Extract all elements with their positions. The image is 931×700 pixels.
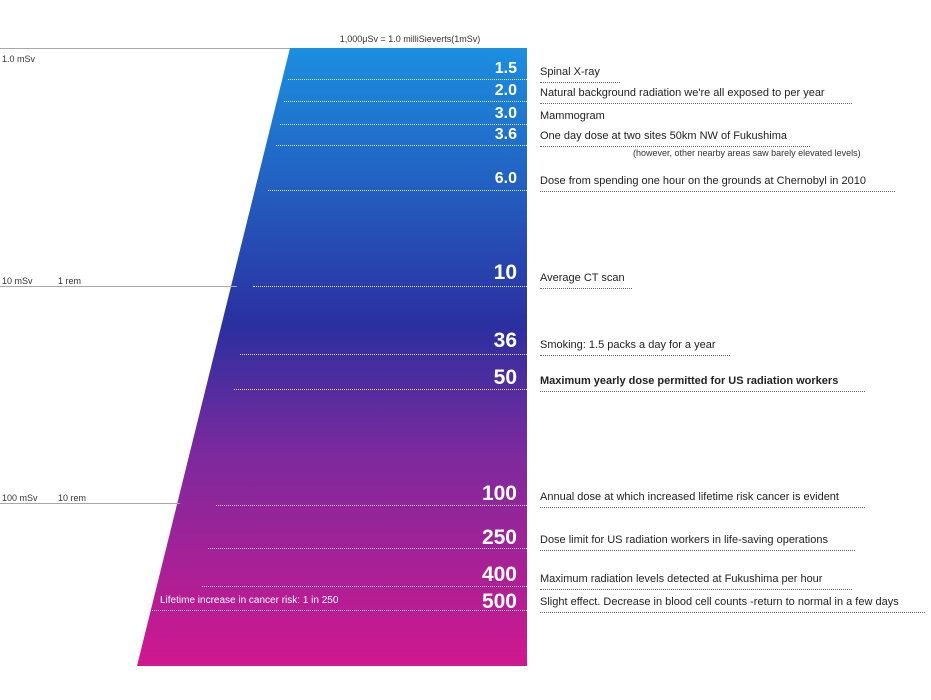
dose-value-3-6: 3.6: [495, 126, 517, 144]
annotation-underline: [540, 103, 852, 104]
dose-value-2-0: 2.0: [495, 82, 517, 100]
annotation-chernobyl: Dose from spending one hour on the groun…: [540, 175, 866, 187]
dose-line-6-0: [268, 190, 527, 191]
scale-label-100msv: 100 mSv: [2, 493, 38, 503]
dose-line-50: [234, 389, 527, 390]
dose-value-36: 36: [494, 329, 517, 353]
dose-line-100: [216, 505, 527, 506]
dose-line-3-0: [280, 124, 527, 125]
dose-value-10: 10: [494, 261, 517, 285]
annotation-underline: [540, 191, 895, 192]
scale-line-1msv: [0, 48, 290, 49]
scale-label-1msv: 1.0 mSv: [2, 54, 35, 64]
annotation-cancer-risk-evident: Annual dose at which increased lifetime …: [540, 491, 839, 503]
annotation-smoking: Smoking: 1.5 packs a day for a year: [540, 339, 715, 351]
annotation-underline: [540, 612, 925, 613]
annotation-ct-scan: Average CT scan: [540, 272, 625, 284]
unit-header: 1,000μSv = 1.0 milliSieverts(1mSv): [300, 34, 520, 44]
scale-label-10msv: 10 mSv: [2, 276, 33, 286]
dose-value-400: 400: [482, 563, 517, 587]
dose-line-1-5: [288, 79, 527, 80]
annotation-fukushima-max: Maximum radiation levels detected at Fuk…: [540, 573, 822, 585]
dose-line-10: [253, 286, 527, 287]
dose-value-3-0: 3.0: [495, 105, 517, 123]
dose-line-2-0: [284, 101, 527, 102]
scale-line-10msv: [0, 286, 237, 287]
annotation-underline: [540, 391, 865, 392]
annotation-underline: [540, 589, 852, 590]
annotation-slight-effect: Slight effect. Decrease in blood cell co…: [540, 596, 899, 608]
annotation-mammogram: Mammogram: [540, 110, 605, 122]
scale-label-1rem: 1 rem: [58, 276, 81, 286]
dose-value-100: 100: [482, 482, 517, 506]
dose-line-250: [208, 548, 527, 549]
dose-line-500: [150, 610, 527, 611]
annotation-underline: [540, 146, 810, 147]
scale-label-10rem: 10 rem: [58, 493, 86, 503]
annotation-fukushima-note: (however, other nearby areas saw barely …: [633, 148, 861, 158]
dose-line-400: [202, 586, 527, 587]
annotation-life-saving-limit: Dose limit for US radiation workers in l…: [540, 534, 828, 546]
dose-line-3-6: [276, 145, 527, 146]
annotation-underline: [540, 507, 865, 508]
annotation-background-radiation: Natural background radiation we're all e…: [540, 87, 825, 99]
dose-value-250: 250: [482, 526, 517, 550]
annotation-underline: [540, 82, 620, 83]
dose-value-50: 50: [494, 366, 517, 390]
cancer-risk-label: Lifetime increase in cancer risk: 1 in 2…: [160, 595, 338, 606]
dose-value-6-0: 6.0: [495, 170, 517, 188]
dose-line-36: [240, 354, 527, 355]
scale-line-100msv: [0, 503, 180, 504]
annotation-underline: [540, 288, 632, 289]
dose-value-1-5: 1.5: [495, 60, 517, 78]
annotation-underline: [540, 550, 855, 551]
annotation-us-worker-limit: Maximum yearly dose permitted for US rad…: [540, 375, 838, 387]
annotation-spinal-xray: Spinal X-ray: [540, 66, 600, 78]
annotation-underline: [540, 355, 730, 356]
annotation-fukushima-two-sites: One day dose at two sites 50km NW of Fuk…: [540, 130, 787, 142]
